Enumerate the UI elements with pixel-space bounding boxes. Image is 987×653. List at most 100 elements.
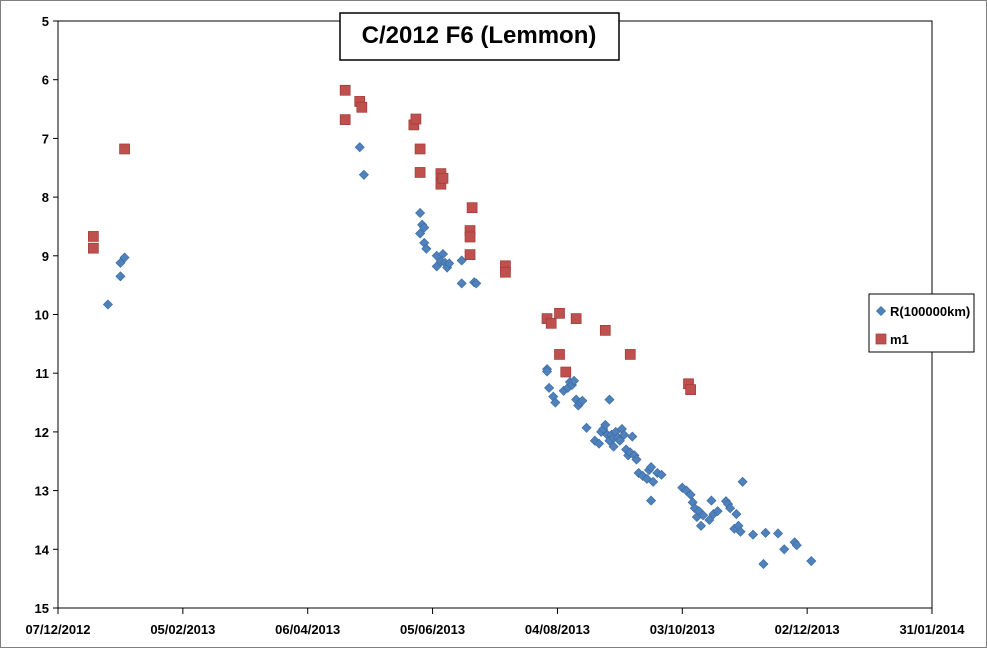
data-point-diamond [614,435,625,446]
y-tick-label: 15 [35,601,49,616]
data-point-diamond [415,207,426,218]
data-point-square [410,113,422,125]
y-tick-label: 10 [35,308,49,323]
data-point-diamond [712,506,723,517]
data-point-square [119,143,130,155]
data-point-square [88,231,99,242]
legend-label: R(100000km) [890,304,970,319]
legend-marker-diamond [875,305,887,317]
data-marks [88,84,817,569]
data-point-diamond [706,495,717,506]
x-tick-label: 04/08/2013 [525,622,590,637]
data-point-diamond [358,169,369,180]
data-point-diamond [748,529,759,540]
x-tick-label: 05/06/2013 [400,622,465,637]
data-point-diamond [119,252,130,263]
data-point-square [339,84,351,96]
x-tick-label: 07/12/2012 [25,622,90,637]
x-axis: 07/12/2012 05/02/2013 06/04/2013 05/06/2013… [25,608,965,637]
legend: R(100000km) m1 [868,293,975,353]
series-r100000km [102,142,817,569]
data-point-diamond [569,375,580,386]
data-point-diamond [608,441,619,452]
y-tick-label: 14 [35,542,50,557]
data-point-square [545,317,557,329]
data-point-diamond [544,382,555,393]
data-point-diamond [704,514,715,525]
plot-area [57,20,933,609]
data-point-diamond [550,397,561,408]
data-point-diamond [102,299,113,310]
data-point-diamond [760,527,771,538]
data-point-diamond [646,495,657,506]
data-point-diamond [600,419,611,430]
legend-marker-square [875,333,887,345]
data-point-diamond [737,476,748,487]
y-tick-label: 7 [42,131,49,146]
data-point-diamond [115,271,126,282]
data-point-diamond [772,528,784,539]
data-point-square [500,266,511,278]
data-point-diamond [698,510,709,521]
y-tick-label: 6 [42,73,49,88]
data-point-diamond [806,556,817,567]
data-point-diamond [677,482,688,493]
x-tick-label: 03/10/2013 [650,622,715,637]
data-point-diamond [627,431,638,442]
data-point-square [88,242,99,254]
data-point-diamond [421,243,432,254]
data-point-diamond [633,467,644,479]
data-point-diamond [581,422,592,433]
data-point-diamond [791,540,802,551]
x-tick-label: 31/01/2014 [899,622,965,637]
data-point-diamond [758,558,769,569]
data-point-square [685,384,696,395]
data-point-diamond [725,503,736,514]
data-point-diamond [735,526,746,537]
data-point-square [554,307,565,319]
y-tick-label: 5 [42,14,49,29]
data-point-diamond [618,429,630,440]
y-tick-label: 8 [42,190,49,205]
data-point-diamond [444,258,455,269]
data-point-diamond [354,142,365,153]
data-point-diamond [646,462,657,473]
data-point-diamond [685,489,696,500]
data-point-diamond [648,476,659,487]
legend-box [868,293,975,353]
data-point-square [570,313,582,324]
y-tick-label: 12 [35,425,49,440]
data-point-square [466,202,478,214]
data-point-diamond [594,438,605,449]
data-point-diamond [437,249,449,260]
chart-title-box: C/2012 F6 (Lemmon) [339,12,620,61]
y-axis: 5 6 7 8 9 10 11 12 13 14 15 [35,14,58,616]
data-point-diamond [456,278,467,289]
data-point-square [356,101,368,113]
x-tick-label: 05/02/2013 [150,622,215,637]
y-tick-label: 11 [35,366,49,381]
data-point-diamond [589,435,600,446]
series-m1 [88,84,696,395]
data-point-diamond [641,473,652,484]
data-point-square [437,172,449,184]
data-point-diamond [656,469,667,480]
data-point-diamond [779,544,790,555]
data-point-diamond [415,228,426,239]
data-point-diamond [604,394,615,405]
data-point-square [554,349,565,360]
data-point-square [464,249,476,260]
data-point-square [599,324,611,336]
legend-label: m1 [890,332,909,347]
x-tick-label: 02/12/2013 [775,622,840,637]
data-point-diamond [577,395,588,406]
data-point-diamond [695,520,707,531]
y-tick-label: 13 [35,484,49,499]
data-point-square [414,167,426,178]
data-point-diamond [631,454,642,465]
data-point-diamond [637,470,648,481]
data-point-diamond [731,509,742,520]
data-point-square [560,366,572,378]
